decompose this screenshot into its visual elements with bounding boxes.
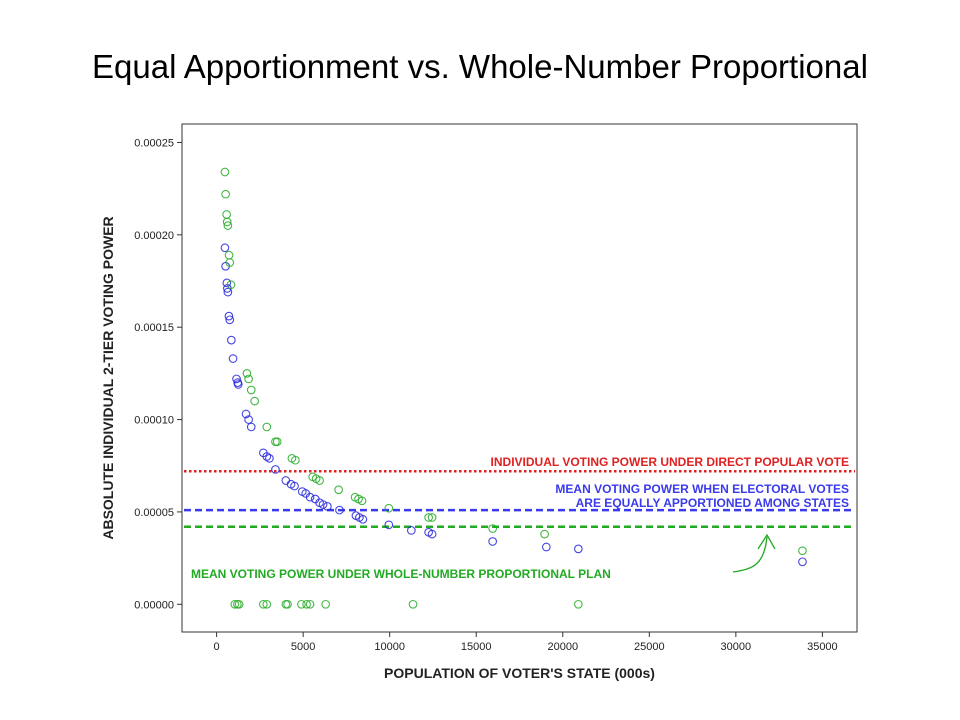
data-point [384,503,394,513]
data-point [335,505,344,515]
data-point [408,599,418,609]
data-point [262,599,272,609]
x-tick-label: 0 [214,641,220,653]
data-point [223,287,233,297]
data-point [305,492,315,502]
data-point [220,167,230,177]
data-point [233,380,243,389]
data-point [291,455,300,465]
annotation-arrow [732,536,768,573]
data-point [230,599,240,609]
y-tick-label: 0.00020 [134,230,174,242]
data-point [220,243,230,253]
data-point [226,280,236,290]
data-point [223,221,233,230]
whole-number-plan-label: MEAN VOTING POWER UNDER WHOLE-NUMBER PRO… [191,567,611,581]
data-point [573,544,583,554]
data-point [427,529,437,539]
y-tick-label: 0.00000 [134,599,174,611]
data-point [258,599,268,609]
data-point [798,546,807,556]
x-axis-title: POPULATION OF VOTER'S STATE (000s) [384,665,655,681]
data-point [573,599,583,609]
x-tick-label: 35000 [807,641,838,653]
data-point [250,396,260,406]
data-point [262,422,272,432]
equal-apportionment-label-line2: ARE EQUALLY APPORTIONED AMONG STATES [576,496,849,510]
data-point [318,500,328,509]
data-point [297,599,306,609]
slide-title: Equal Apportionment vs. Whole-Number Pro… [92,48,868,85]
data-point [272,437,282,447]
data-point [265,454,274,463]
data-point [488,524,498,533]
x-tick-label: 20000 [547,641,578,653]
data-point [283,599,292,609]
data-point [424,513,433,522]
data-point [244,415,253,424]
x-tick-label: 25000 [634,641,665,653]
data-point [540,529,549,539]
y-axis-title: ABSOLUTE INDIVIDUAL 2-TIER VOTING POWER [100,216,116,539]
data-point [334,485,343,495]
data-point [234,599,244,609]
direct-popular-vote-label: INDIVIDUAL VOTING POWER UNDER DIRECT POP… [491,455,849,469]
data-point [222,278,232,288]
data-point [358,514,368,524]
annotation-arrowhead [757,533,776,550]
plot-area [181,123,858,633]
data-point [798,557,807,567]
data-point [302,599,311,609]
data-point [226,335,236,345]
data-point [321,599,331,609]
data-point [305,599,315,609]
data-point [357,496,367,506]
data-point [290,481,299,491]
data-point [222,217,232,227]
data-point [262,452,272,461]
x-tick-label: 30000 [721,641,752,653]
y-tick-label: 0.00010 [134,415,174,427]
data-point [323,502,332,511]
data-point [232,374,241,384]
x-tick-label: 15000 [461,641,492,653]
data-point [271,465,280,474]
data-point [406,526,416,535]
data-point [541,542,551,552]
data-point [242,369,252,378]
x-tick-label: 5000 [291,641,315,653]
data-point [315,476,324,485]
y-tick-label: 0.00005 [134,507,174,519]
plot-frame [181,123,858,633]
data-point [246,422,256,432]
data-point [384,520,394,530]
data-points [220,167,807,609]
data-point [228,354,238,363]
y-tick-label: 0.00015 [134,322,174,334]
annotations: INDIVIDUAL VOTING POWER UNDER DIRECT POP… [191,455,849,581]
axis-ticks: 0.00000 0.00005 0.00010 0.00015 0.00020 0.000… [100,137,838,681]
equal-apportionment-label-line1: MEAN VOTING POWER WHEN ELECTORAL VOTES [555,482,849,496]
reference-lines [184,470,855,528]
data-point [488,537,498,546]
y-tick-label: 0.00025 [134,137,174,149]
data-point [427,513,437,522]
x-tick-label: 10000 [374,641,405,653]
data-point [225,258,235,267]
data-point [221,189,230,199]
data-point [246,385,256,395]
data-point [241,409,251,419]
data-point [225,315,235,325]
data-point [244,374,253,384]
data-point [224,311,234,321]
